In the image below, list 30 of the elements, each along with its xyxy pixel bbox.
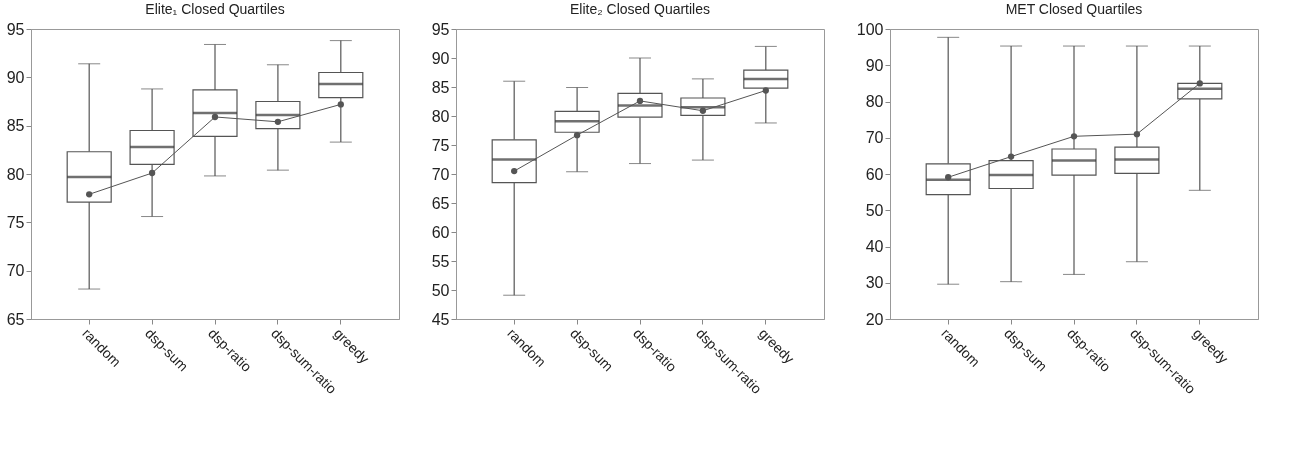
y-tick-label: 90 bbox=[865, 56, 884, 74]
y-tick-label: 90 bbox=[6, 68, 25, 86]
y-tick-label: 75 bbox=[6, 213, 25, 231]
y-tick-label: 50 bbox=[865, 201, 884, 219]
y-tick-label: 60 bbox=[865, 165, 884, 183]
y-tick-label: 50 bbox=[431, 281, 450, 299]
y-tick-label: 65 bbox=[6, 310, 25, 328]
y-tick-label: 75 bbox=[431, 136, 450, 154]
y-tick-label: 60 bbox=[431, 223, 450, 241]
y-tick-label: 80 bbox=[6, 165, 25, 183]
y-tick-label: 65 bbox=[431, 194, 450, 212]
y-tick-label: 70 bbox=[865, 129, 884, 147]
y-tick-label: 80 bbox=[431, 107, 450, 125]
y-tick-label: 80 bbox=[865, 93, 884, 110]
y-tick-label: 85 bbox=[6, 117, 25, 135]
chart-title: Elite₂ Closed Quartiles bbox=[569, 1, 711, 17]
y-tick-label: 30 bbox=[865, 274, 884, 292]
y-tick-label: 55 bbox=[431, 252, 450, 270]
y-tick-label: 70 bbox=[6, 262, 25, 280]
y-tick-label: 45 bbox=[431, 310, 450, 328]
y-tick-label: 20 bbox=[865, 310, 884, 328]
chart-title: MET Closed Quartiles bbox=[1005, 1, 1143, 17]
y-tick-label: 85 bbox=[431, 78, 450, 96]
y-tick-label: 95 bbox=[431, 20, 450, 38]
y-tick-label: 100 bbox=[856, 20, 884, 38]
y-tick-label: 40 bbox=[865, 238, 884, 255]
y-tick-label: 95 bbox=[6, 20, 25, 38]
y-tick-label: 90 bbox=[431, 49, 450, 67]
chart-title: Elite₁ Closed Quartiles bbox=[145, 1, 285, 17]
y-tick-label: 70 bbox=[431, 165, 450, 183]
